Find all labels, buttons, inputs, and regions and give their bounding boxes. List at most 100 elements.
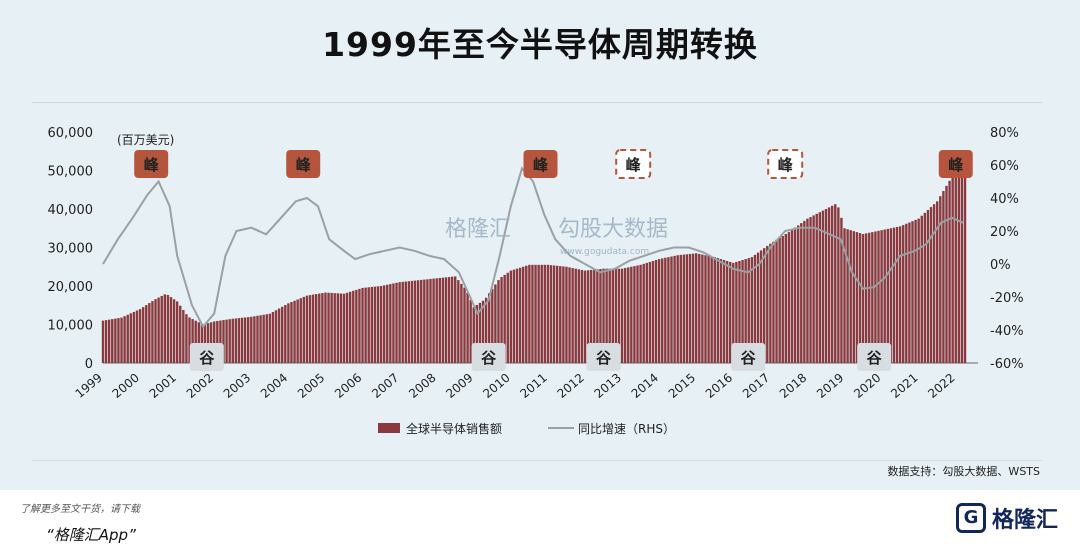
bar xyxy=(852,231,855,363)
bar xyxy=(744,259,747,363)
bar xyxy=(129,313,133,363)
bar xyxy=(654,260,658,363)
bar xyxy=(565,266,568,363)
bar xyxy=(710,256,713,363)
bar xyxy=(596,269,599,363)
bar xyxy=(707,255,710,363)
bar xyxy=(725,260,729,363)
bar xyxy=(311,294,315,363)
bar xyxy=(107,319,111,363)
bar xyxy=(861,234,865,363)
trough-label: 谷 xyxy=(741,349,757,367)
bar xyxy=(324,292,327,363)
bar xyxy=(515,268,519,363)
bar xyxy=(929,207,933,363)
bar xyxy=(172,299,176,363)
y-left-tick-label: 50,000 xyxy=(48,165,94,180)
bar xyxy=(478,302,482,363)
bar xyxy=(824,209,828,363)
x-tick-label: 2002 xyxy=(184,371,216,401)
title-divider xyxy=(32,102,1042,103)
bar xyxy=(864,233,868,363)
bar xyxy=(936,201,939,363)
bar xyxy=(525,265,528,363)
bar xyxy=(630,266,633,363)
bar xyxy=(240,317,244,363)
bar xyxy=(104,320,108,363)
bar xyxy=(623,268,627,363)
trough-label: 谷 xyxy=(596,349,612,367)
y-left-tick-label: 40,000 xyxy=(48,203,94,218)
bar xyxy=(778,237,781,363)
bar xyxy=(747,258,750,363)
bar xyxy=(314,294,318,363)
bar xyxy=(889,228,893,363)
bar xyxy=(775,239,778,363)
bar xyxy=(753,254,757,363)
bar xyxy=(830,205,834,363)
bar xyxy=(299,298,302,363)
bar xyxy=(135,310,139,363)
bar xyxy=(225,319,228,363)
bar xyxy=(886,228,889,363)
bar xyxy=(766,245,769,363)
bar xyxy=(395,282,398,363)
bar xyxy=(280,306,284,363)
bar xyxy=(732,262,735,363)
bar xyxy=(429,278,432,363)
bar xyxy=(271,311,275,363)
bar xyxy=(812,215,815,363)
peak-label: 峰 xyxy=(778,156,794,174)
bar xyxy=(494,284,497,363)
bar xyxy=(185,314,188,363)
bar xyxy=(855,232,859,363)
bar xyxy=(948,180,951,363)
peak-marker xyxy=(767,149,804,179)
trough-label: 谷 xyxy=(481,349,497,367)
x-tick-label: 2009 xyxy=(443,371,475,401)
footer: 了解更多至文干货，请下载 “格隆汇App” G 格隆汇 xyxy=(0,490,1080,549)
bar xyxy=(188,317,191,363)
bar xyxy=(636,265,639,363)
bar xyxy=(840,217,843,363)
bar xyxy=(920,215,923,363)
bar xyxy=(179,305,182,363)
bar xyxy=(534,264,537,363)
bar xyxy=(420,279,423,363)
bar xyxy=(432,278,435,363)
bar xyxy=(342,293,346,363)
bar xyxy=(806,218,809,363)
y-right-tick-label: 20% xyxy=(990,225,1019,240)
bar xyxy=(846,229,849,363)
bar xyxy=(163,294,166,363)
x-tick-label: 2001 xyxy=(147,371,179,401)
peak-marker xyxy=(523,150,558,178)
bar xyxy=(750,257,754,363)
bar xyxy=(698,253,701,363)
bar xyxy=(895,226,899,363)
bar xyxy=(166,294,170,363)
bar xyxy=(228,319,231,363)
bar xyxy=(120,317,123,363)
bar xyxy=(521,266,525,363)
bar xyxy=(827,207,831,363)
bar xyxy=(898,226,902,363)
peak-label: 峰 xyxy=(144,156,160,174)
bar xyxy=(552,265,556,363)
x-tick-label: 2004 xyxy=(258,371,290,401)
y-right-tick-label: 0% xyxy=(990,258,1011,273)
bar xyxy=(132,311,136,363)
left-axis-unit: (百万美元) xyxy=(117,133,174,147)
bar xyxy=(796,225,800,363)
bar xyxy=(460,283,463,363)
peak-label: 峰 xyxy=(533,156,549,174)
bar xyxy=(664,257,667,363)
bar xyxy=(259,315,262,363)
y-left-tick-label: 30,000 xyxy=(48,242,94,257)
bar xyxy=(423,279,426,363)
y-right-tick-label: 80% xyxy=(990,126,1019,141)
bar xyxy=(398,282,401,363)
y-right-tick-label: 40% xyxy=(990,192,1019,207)
x-tick-label: 2016 xyxy=(703,371,735,401)
bar xyxy=(657,259,661,363)
